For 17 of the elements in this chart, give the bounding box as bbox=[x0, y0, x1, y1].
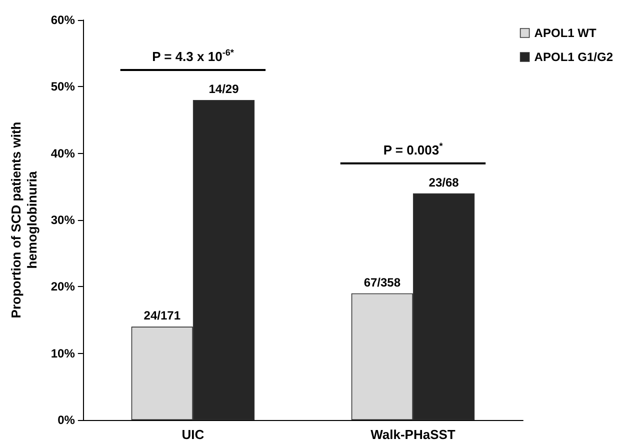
y-axis-title: Proportion of SCD patients with hemoglobinuria bbox=[8, 122, 40, 318]
legend-label: APOL1 WT bbox=[534, 26, 597, 40]
legend-label: APOL1 G1/G2 bbox=[534, 50, 614, 64]
data-label: 23/68 bbox=[428, 175, 460, 190]
data-label: 14/29 bbox=[208, 82, 240, 96]
y-tick-label: 20% bbox=[50, 280, 76, 294]
y-tick-label: 0% bbox=[58, 413, 76, 427]
annotation: P = 0.003* bbox=[383, 140, 444, 158]
x-tick-label: Walk-PHaSST bbox=[370, 427, 456, 442]
data-label: 24/171 bbox=[144, 308, 181, 323]
y-tick-label: 60% bbox=[50, 13, 76, 27]
data-label: 67/358 bbox=[364, 275, 401, 290]
x-tick-label: UIC bbox=[182, 427, 205, 442]
y-tick-label: 50% bbox=[50, 80, 76, 94]
y-tick-label: 10% bbox=[50, 346, 76, 360]
y-tick-label: 30% bbox=[50, 213, 76, 227]
y-tick-label: 40% bbox=[50, 146, 76, 160]
